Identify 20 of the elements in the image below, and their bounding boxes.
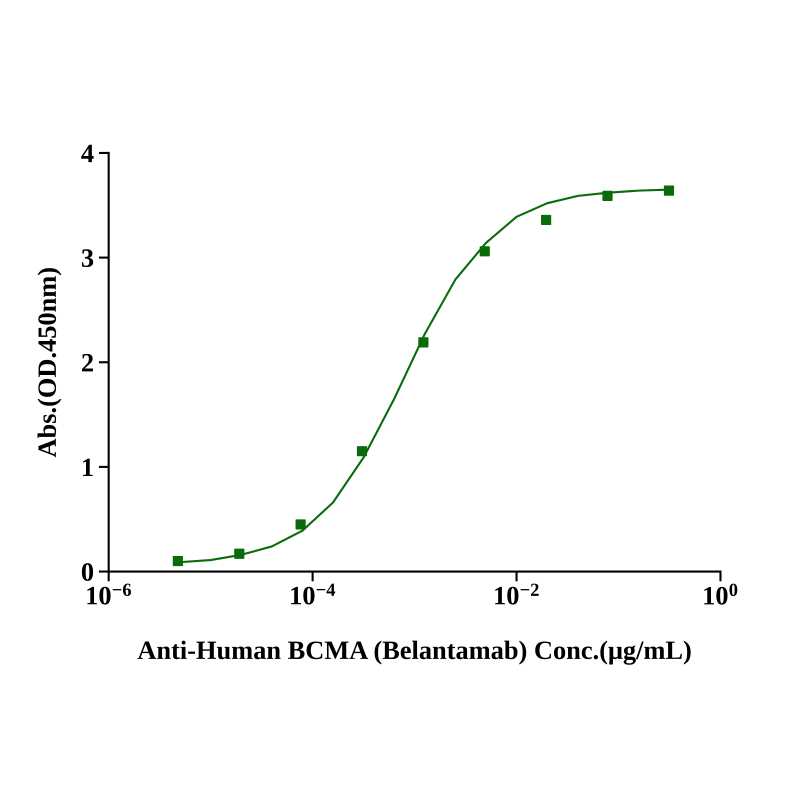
point — [541, 214, 552, 226]
point — [296, 519, 306, 530]
y-tick-label: 0 — [82, 563, 94, 581]
point — [234, 548, 244, 559]
x-tick-label: 10$^{−4}$ — [291, 584, 336, 604]
point — [356, 446, 368, 456]
y-tick-label: 1 — [83, 458, 93, 476]
point — [602, 190, 613, 201]
point — [480, 246, 490, 256]
y-tick-label: 3 — [82, 249, 94, 268]
point — [664, 186, 674, 196]
y-tick-label: 2 — [82, 354, 93, 372]
y-axis-title: Abs.(OD.450nm) — [38, 268, 62, 458]
y-tick-label: 4 — [81, 144, 94, 162]
x-tick-label: 10$^{0}$ — [704, 584, 738, 605]
x-axis-title: Anti-Human BCMA (Belantamab) Conc.(μg/mL) — [138, 640, 691, 665]
x-tick-label: 10$^{−2}$ — [495, 584, 539, 605]
point — [418, 337, 428, 348]
x-tick-label: 10$^{−6}$ — [87, 584, 132, 605]
point — [172, 556, 183, 566]
